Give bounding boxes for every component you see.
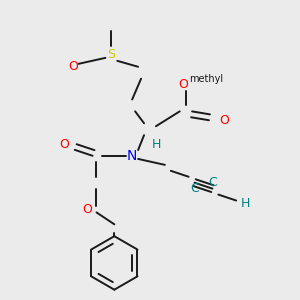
Text: S: S xyxy=(107,48,116,62)
Text: N: N xyxy=(127,149,137,163)
Text: methyl: methyl xyxy=(189,74,224,84)
Text: H: H xyxy=(240,197,250,210)
Text: H: H xyxy=(151,138,160,151)
Text: O: O xyxy=(219,114,229,127)
Text: C: C xyxy=(190,182,199,195)
Text: O: O xyxy=(68,60,78,73)
Text: O: O xyxy=(59,138,69,151)
Text: O: O xyxy=(82,203,92,216)
Text: O: O xyxy=(178,78,188,91)
Text: C: C xyxy=(208,176,217,189)
